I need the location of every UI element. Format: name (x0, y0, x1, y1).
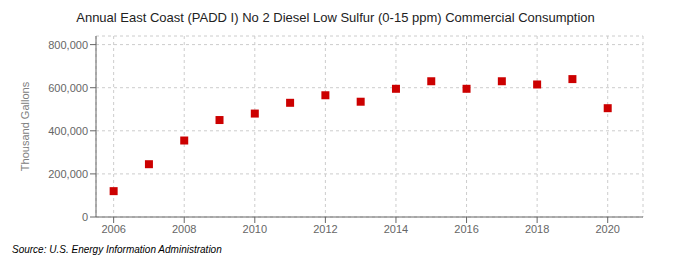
html-text:Annual East Coast (PADD I) No: Annual East Coast (PADD I) No 2 Diesel L… (76, 10, 595, 25)
svg-text:2016: 2016 (454, 223, 478, 235)
svg-text:800,000: 800,000 (48, 39, 88, 51)
svg-text:Thousand Gallons: Thousand Gallons (19, 81, 31, 171)
svg-text:600,000: 600,000 (48, 82, 88, 94)
svg-text:2010: 2010 (243, 223, 267, 235)
svg-text:2020: 2020 (595, 223, 619, 235)
svg-text:2006: 2006 (101, 223, 125, 235)
html-text:Source: U.S. Energy Informatio: Source: U.S. Energy Information Administ… (12, 244, 222, 255)
svg-text:2008: 2008 (172, 223, 196, 235)
svg-text:200,000: 200,000 (48, 168, 88, 180)
svg-text:2012: 2012 (313, 223, 337, 235)
svg-text:2014: 2014 (384, 223, 408, 235)
svg-text:0: 0 (82, 211, 88, 223)
svg-text:2018: 2018 (525, 223, 549, 235)
svg-text:400,000: 400,000 (48, 125, 88, 137)
